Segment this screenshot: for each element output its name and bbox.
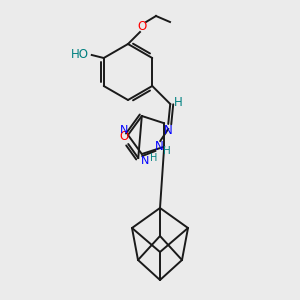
Text: H: H: [150, 153, 158, 163]
Text: H: H: [164, 146, 171, 156]
Text: N: N: [120, 125, 128, 135]
Text: N: N: [155, 140, 164, 152]
Text: N: N: [164, 124, 172, 137]
Text: O: O: [137, 20, 147, 32]
Text: N: N: [141, 156, 149, 166]
Text: O: O: [120, 130, 129, 143]
Text: HO: HO: [71, 49, 89, 62]
Text: H: H: [174, 95, 183, 109]
